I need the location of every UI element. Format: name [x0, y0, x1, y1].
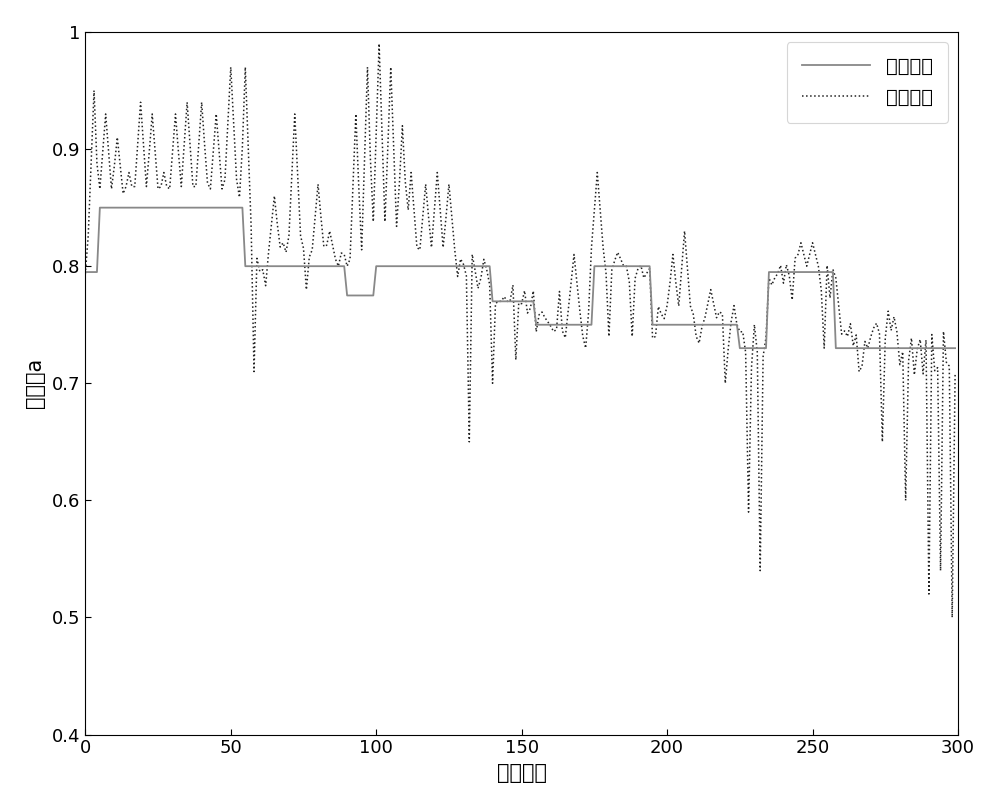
训练结果: [82, 267, 94, 277]
真实结果: [615, 254, 627, 263]
真实结果: [600, 268, 612, 278]
训练结果: [615, 261, 627, 271]
训练结果: [873, 343, 885, 353]
Y-axis label: 叶绿素a: 叶绿素a: [25, 358, 45, 408]
真实结果: [815, 285, 827, 295]
真实结果: [597, 242, 609, 252]
训练结果: [949, 343, 961, 353]
真实结果: [373, 39, 385, 48]
Line: 训练结果: 训练结果: [85, 208, 955, 348]
训练结果: [818, 267, 830, 277]
真实结果: [79, 269, 91, 279]
训练结果: [597, 261, 609, 271]
真实结果: [871, 318, 883, 328]
Line: 真实结果: 真实结果: [85, 44, 955, 617]
X-axis label: 采样个数: 采样个数: [497, 763, 547, 783]
训练结果: [79, 267, 91, 277]
真实结果: [946, 612, 958, 622]
训练结果: [600, 261, 612, 271]
训练结果: [734, 343, 746, 353]
Legend: 训练结果, 真实结果: 训练结果, 真实结果: [787, 42, 948, 123]
真实结果: [82, 231, 94, 241]
真实结果: [949, 370, 961, 380]
训练结果: [94, 203, 106, 213]
